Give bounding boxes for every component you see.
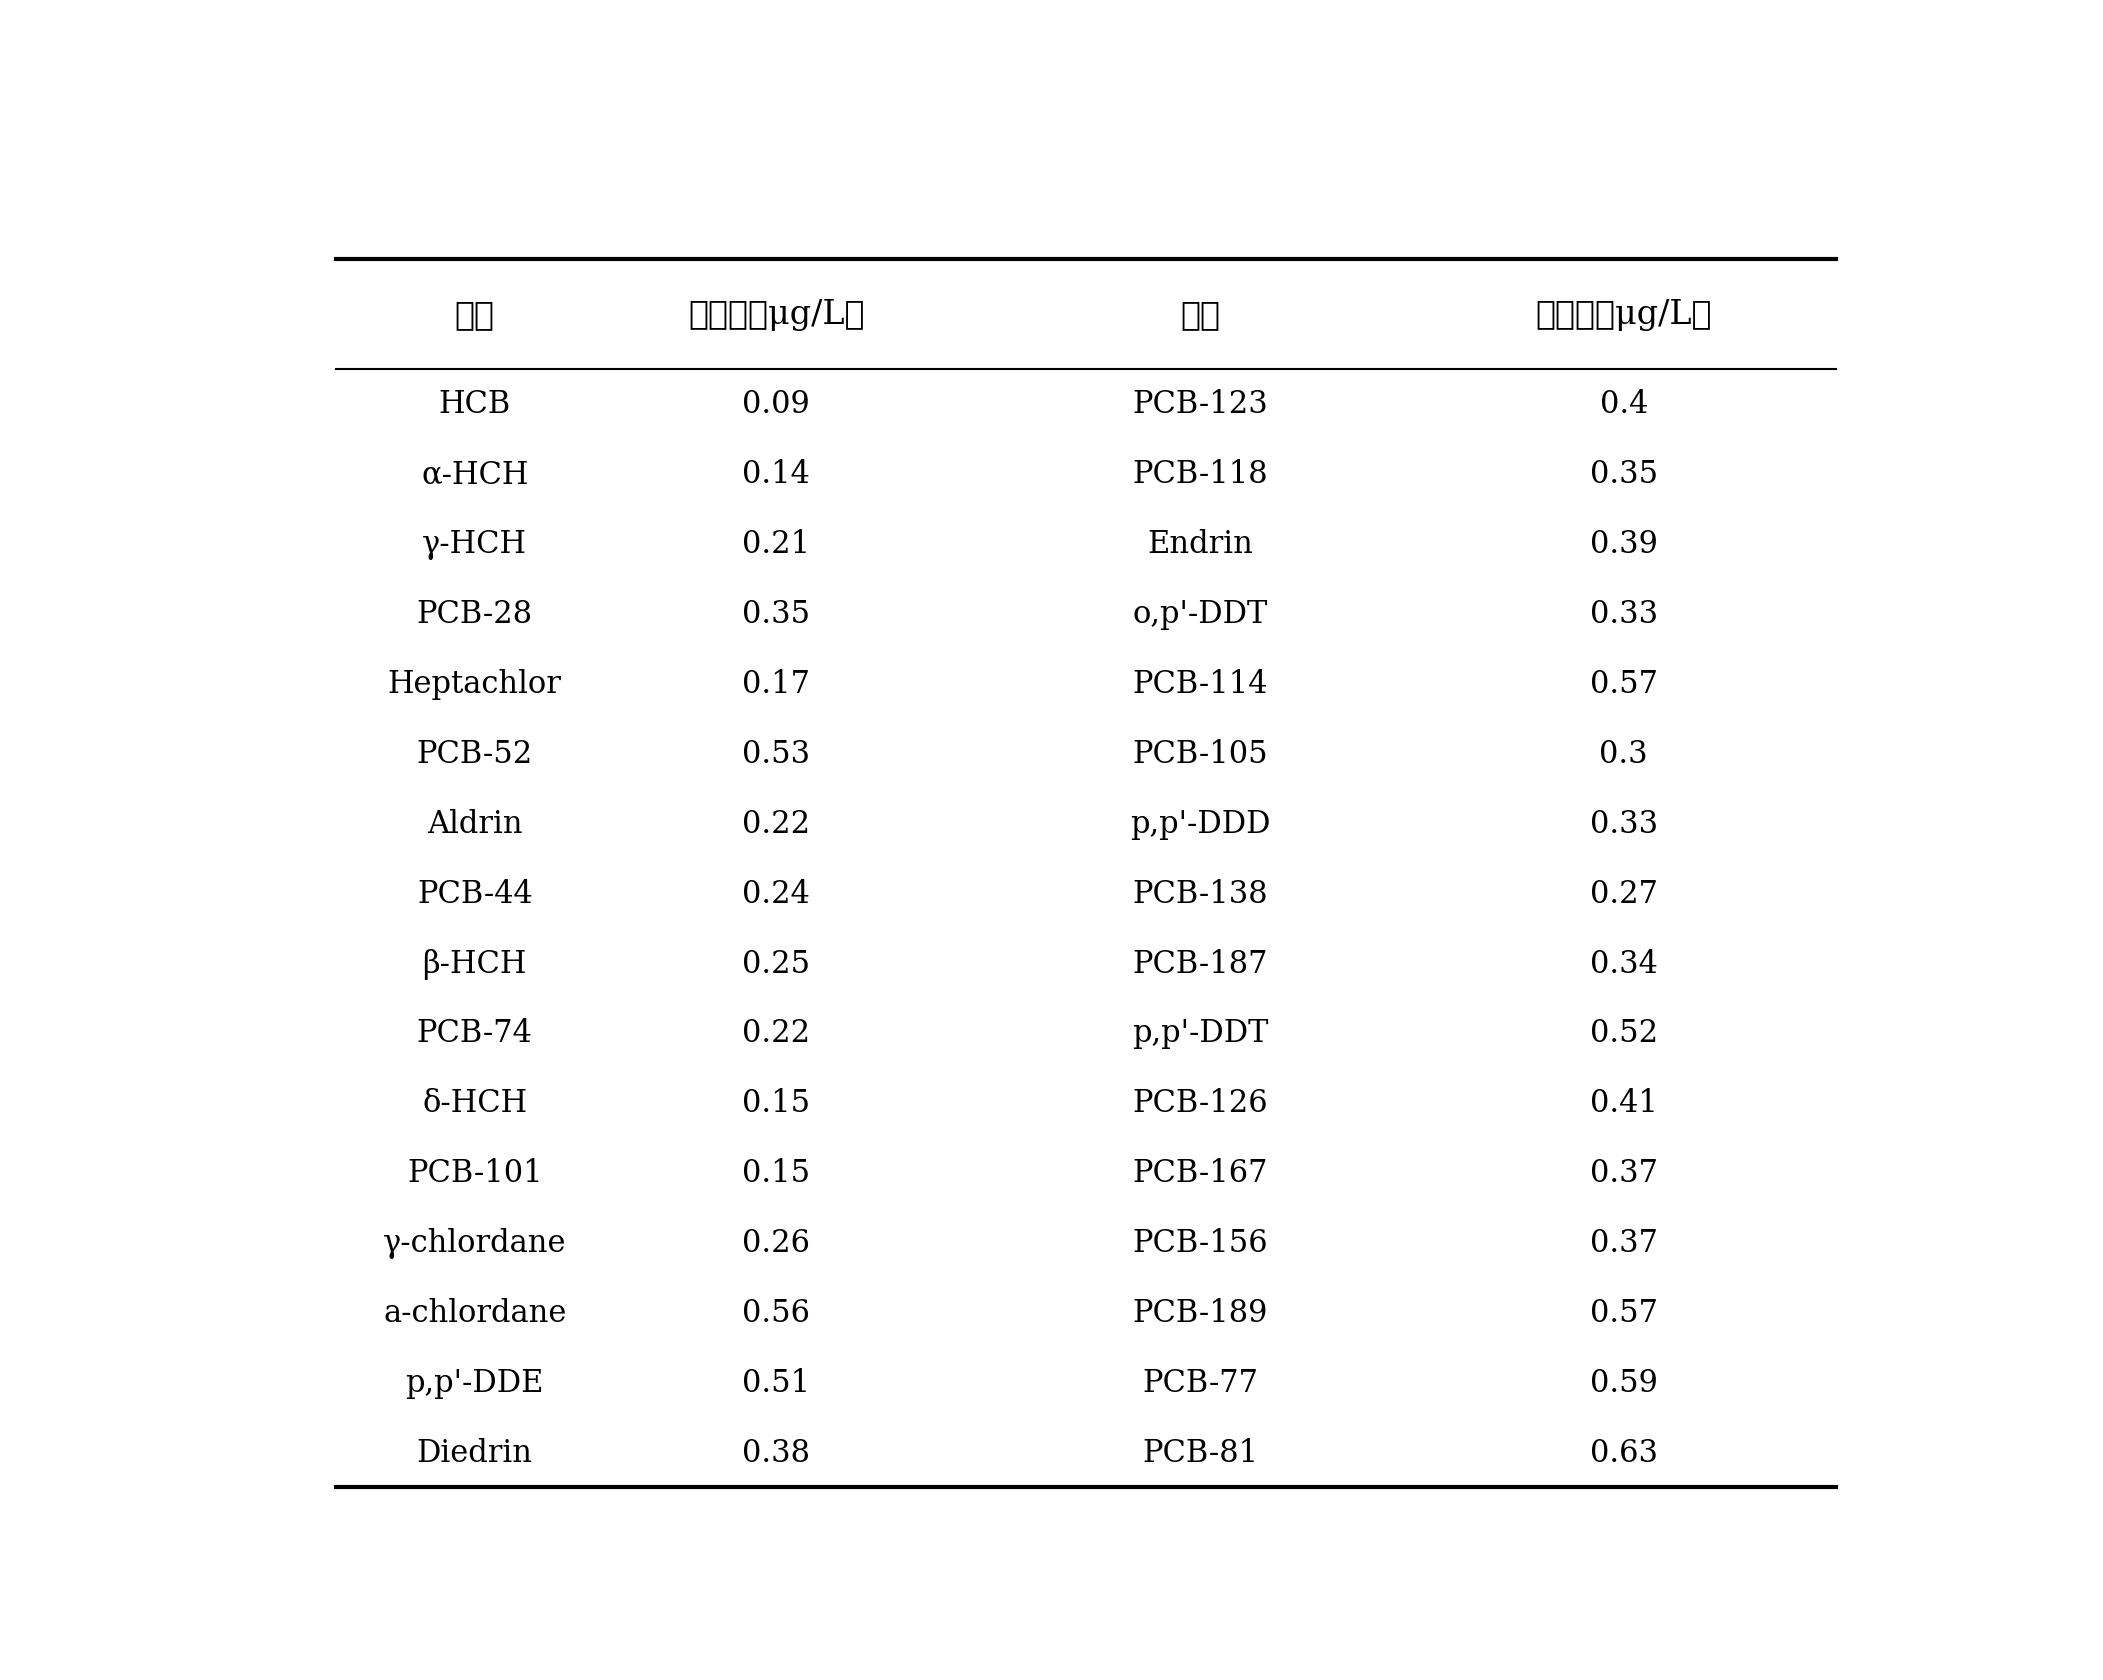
Text: 0.21: 0.21 — [742, 529, 810, 559]
Text: 0.3: 0.3 — [1600, 739, 1649, 769]
Text: HCB: HCB — [440, 390, 511, 420]
Text: 0.51: 0.51 — [742, 1368, 810, 1398]
Text: 0.35: 0.35 — [1590, 459, 1657, 491]
Text: Endrin: Endrin — [1146, 529, 1253, 559]
Text: 0.37: 0.37 — [1590, 1228, 1657, 1258]
Text: 0.17: 0.17 — [742, 669, 810, 699]
Text: PCB-81: PCB-81 — [1142, 1436, 1258, 1468]
Text: PCB-138: PCB-138 — [1131, 879, 1268, 909]
Text: 0.14: 0.14 — [742, 459, 810, 491]
Text: γ-chlordane: γ-chlordane — [383, 1228, 566, 1258]
Text: 0.09: 0.09 — [742, 390, 810, 420]
Text: PCB-126: PCB-126 — [1131, 1087, 1268, 1119]
Text: PCB-77: PCB-77 — [1142, 1368, 1258, 1398]
Text: 0.24: 0.24 — [742, 879, 810, 909]
Text: 0.22: 0.22 — [742, 1018, 810, 1048]
Text: 0.15: 0.15 — [742, 1158, 810, 1188]
Text: δ-HCH: δ-HCH — [423, 1087, 528, 1119]
Text: β-HCH: β-HCH — [423, 948, 528, 979]
Text: Heptachlor: Heptachlor — [387, 669, 562, 699]
Text: α-HCH: α-HCH — [421, 459, 528, 491]
Text: PCB-28: PCB-28 — [416, 598, 532, 630]
Text: 0.15: 0.15 — [742, 1087, 810, 1119]
Text: 0.63: 0.63 — [1590, 1436, 1657, 1468]
Text: p,p'-DDT: p,p'-DDT — [1131, 1018, 1268, 1048]
Text: 0.52: 0.52 — [1590, 1018, 1657, 1048]
Text: PCB-44: PCB-44 — [416, 879, 532, 909]
Text: 0.38: 0.38 — [742, 1436, 810, 1468]
Text: Diedrin: Diedrin — [416, 1436, 532, 1468]
Text: 0.33: 0.33 — [1590, 808, 1657, 840]
Text: 0.4: 0.4 — [1600, 390, 1649, 420]
Text: PCB-167: PCB-167 — [1131, 1158, 1268, 1188]
Text: 检测限（μg/L）: 检测限（μg/L） — [1535, 299, 1712, 331]
Text: 0.25: 0.25 — [742, 948, 810, 979]
Text: 0.57: 0.57 — [1590, 669, 1657, 699]
Text: 0.22: 0.22 — [742, 808, 810, 840]
Text: PCB-114: PCB-114 — [1131, 669, 1268, 699]
Text: p,p'-DDD: p,p'-DDD — [1129, 808, 1270, 840]
Text: a-chlordane: a-chlordane — [383, 1297, 566, 1329]
Text: 0.57: 0.57 — [1590, 1297, 1657, 1329]
Text: PCB-123: PCB-123 — [1131, 390, 1268, 420]
Text: 0.33: 0.33 — [1590, 598, 1657, 630]
Text: 0.53: 0.53 — [742, 739, 810, 769]
Text: γ-HCH: γ-HCH — [423, 529, 528, 559]
Text: p,p'-DDE: p,p'-DDE — [406, 1368, 545, 1398]
Text: PCB-156: PCB-156 — [1131, 1228, 1268, 1258]
Text: PCB-187: PCB-187 — [1131, 948, 1268, 979]
Text: PCB-189: PCB-189 — [1131, 1297, 1268, 1329]
Text: 0.34: 0.34 — [1590, 948, 1657, 979]
Text: 检测限（μg/L）: 检测限（μg/L） — [688, 299, 864, 331]
Text: 0.26: 0.26 — [742, 1228, 810, 1258]
Text: 0.35: 0.35 — [742, 598, 810, 630]
Text: Aldrin: Aldrin — [427, 808, 522, 840]
Text: PCB-52: PCB-52 — [416, 739, 532, 769]
Text: 0.37: 0.37 — [1590, 1158, 1657, 1188]
Text: 0.27: 0.27 — [1590, 879, 1657, 909]
Text: PCB-101: PCB-101 — [408, 1158, 543, 1188]
Text: 名称: 名称 — [1180, 299, 1220, 331]
Text: PCB-118: PCB-118 — [1131, 459, 1268, 491]
Text: PCB-74: PCB-74 — [416, 1018, 532, 1048]
Text: PCB-105: PCB-105 — [1131, 739, 1268, 769]
Text: 0.59: 0.59 — [1590, 1368, 1657, 1398]
Text: 0.41: 0.41 — [1590, 1087, 1657, 1119]
Text: 0.56: 0.56 — [742, 1297, 810, 1329]
Text: 名称: 名称 — [454, 299, 494, 331]
Text: 0.39: 0.39 — [1590, 529, 1657, 559]
Text: o,p'-DDT: o,p'-DDT — [1131, 598, 1268, 630]
